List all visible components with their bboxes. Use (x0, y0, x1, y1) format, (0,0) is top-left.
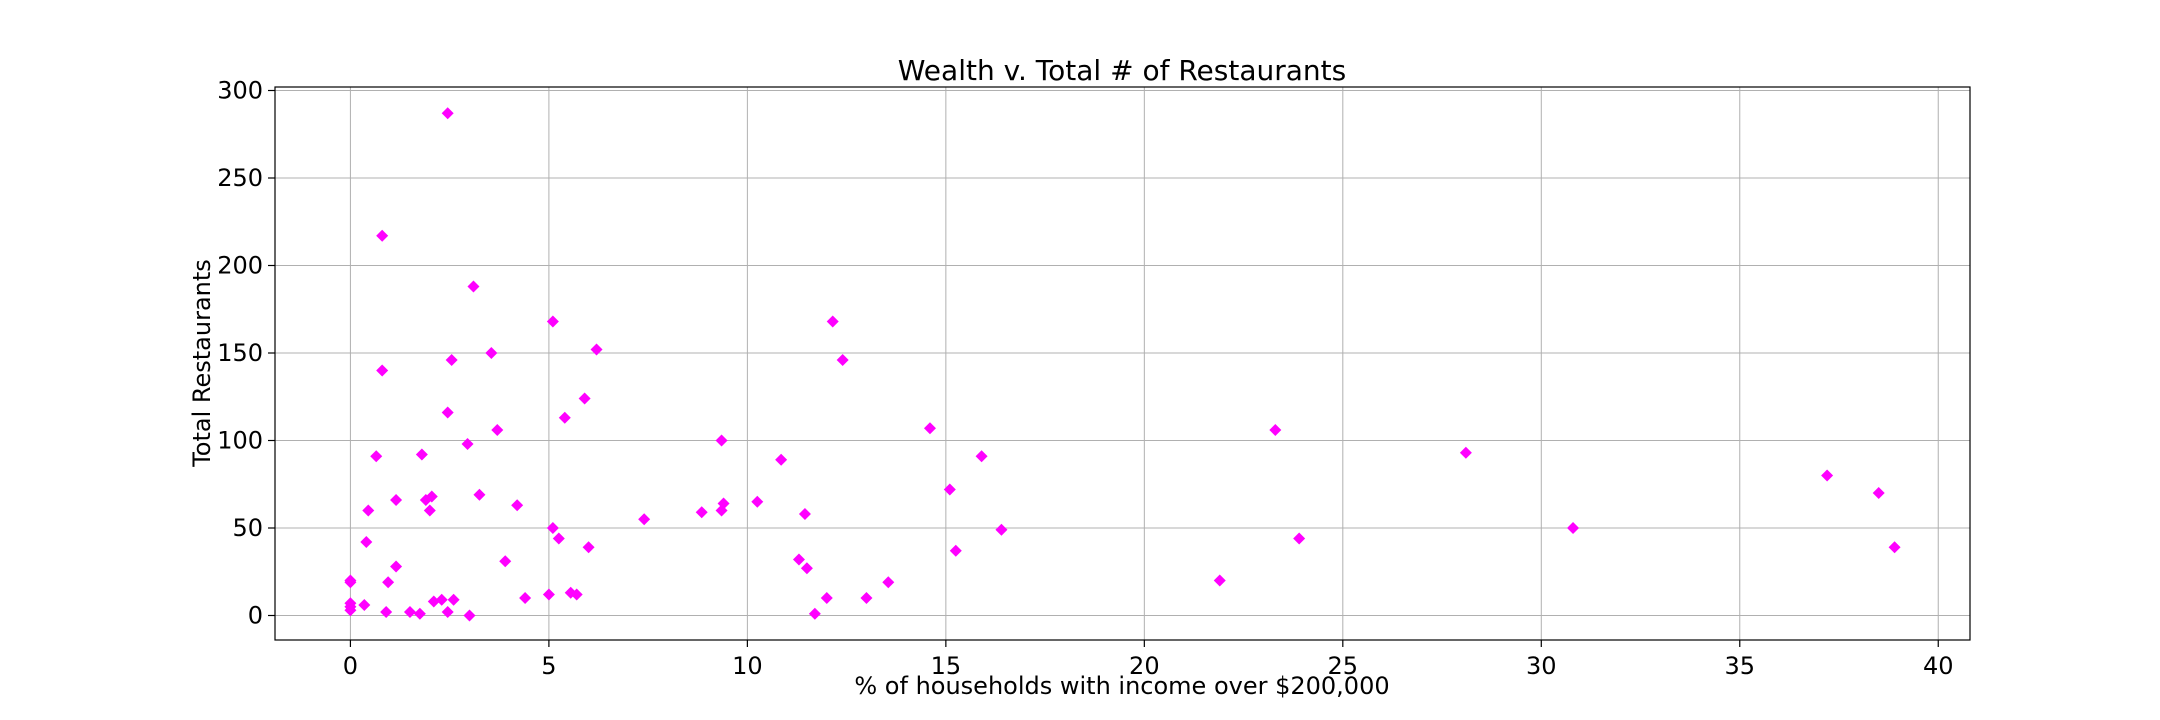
data-point (638, 513, 651, 526)
x-tick-label: 15 (931, 652, 962, 680)
x-tick-label: 35 (1724, 652, 1755, 680)
data-point (491, 424, 504, 436)
data-point (344, 576, 357, 589)
y-axis-label: Total Restaurants (188, 259, 216, 468)
y-tick-label: 250 (217, 164, 263, 192)
data-point (519, 592, 532, 604)
data-point (542, 588, 555, 601)
data-point (1888, 541, 1901, 554)
data-point (949, 544, 962, 557)
data-point (995, 523, 1008, 536)
data-point (826, 315, 839, 328)
data-point (344, 604, 357, 617)
data-point (1821, 469, 1834, 482)
x-axis-label: % of households with income over $200,00… (854, 672, 1389, 700)
data-point (441, 406, 454, 419)
data-points (344, 107, 1901, 622)
data-point (427, 595, 440, 608)
data-point (1213, 574, 1226, 587)
data-point (447, 593, 460, 606)
data-point (1459, 446, 1472, 459)
data-point (441, 606, 454, 618)
data-point (441, 107, 454, 120)
data-point (552, 532, 565, 545)
data-point (485, 347, 498, 359)
data-point (578, 392, 591, 405)
data-point (695, 506, 708, 519)
data-point (376, 229, 389, 242)
data-point (582, 541, 595, 554)
chart-title: Wealth v. Total # of Restaurants (898, 54, 1346, 87)
data-point (423, 504, 436, 517)
data-point (590, 343, 603, 356)
data-point (558, 411, 571, 424)
data-point (390, 560, 403, 573)
y-tick-label: 0 (248, 602, 263, 630)
x-tick-label: 5 (541, 652, 556, 680)
data-point (370, 450, 383, 463)
y-tick-label: 300 (217, 77, 263, 105)
data-point (358, 599, 371, 611)
data-point (362, 504, 375, 517)
data-point (792, 553, 805, 566)
data-point (820, 592, 833, 604)
data-point (413, 607, 426, 620)
y-tick-label: 100 (217, 427, 263, 455)
data-point (882, 576, 895, 589)
data-point (376, 364, 389, 377)
axis-ticks: 0 5 10 15 20 25 30 35 40 0 50 100 150 200 250 300 (217, 77, 1953, 681)
data-point (798, 508, 811, 520)
data-point (800, 562, 813, 575)
data-point (860, 592, 873, 604)
data-point (1293, 532, 1306, 545)
data-point (1269, 424, 1282, 436)
data-point (467, 280, 480, 293)
data-point (546, 522, 559, 534)
plot-frame (274, 86, 1971, 641)
data-point (499, 555, 512, 568)
data-point (463, 609, 476, 622)
data-point (775, 453, 788, 466)
data-point (380, 606, 393, 618)
data-point (1567, 522, 1580, 534)
data-point (382, 576, 395, 589)
data-point (403, 606, 416, 618)
data-point (570, 588, 583, 601)
x-tick-label: 30 (1526, 652, 1557, 680)
data-point (546, 315, 559, 328)
data-point (435, 593, 448, 606)
data-point (923, 422, 936, 435)
data-point (511, 499, 524, 512)
data-point (975, 450, 988, 463)
grid-lines (275, 87, 1970, 640)
y-tick-label: 200 (217, 252, 263, 280)
data-point (360, 536, 373, 548)
x-tick-label: 25 (1328, 652, 1359, 680)
data-point (1872, 487, 1885, 499)
data-point (425, 490, 438, 503)
x-tick-label: 20 (1129, 652, 1160, 680)
data-point (473, 488, 486, 501)
data-point (445, 354, 458, 366)
x-tick-label: 10 (732, 652, 763, 680)
data-point (808, 607, 821, 620)
y-tick-label: 50 (232, 514, 263, 542)
x-tick-label: 40 (1923, 652, 1954, 680)
data-point (390, 494, 403, 506)
data-point (461, 438, 474, 450)
x-tick-label: 0 (343, 652, 358, 680)
data-point (836, 354, 849, 366)
data-point (751, 495, 764, 508)
y-tick-label: 150 (217, 339, 263, 367)
data-point (415, 448, 428, 461)
data-point (715, 434, 728, 447)
data-point (717, 497, 730, 510)
data-point (943, 483, 956, 496)
